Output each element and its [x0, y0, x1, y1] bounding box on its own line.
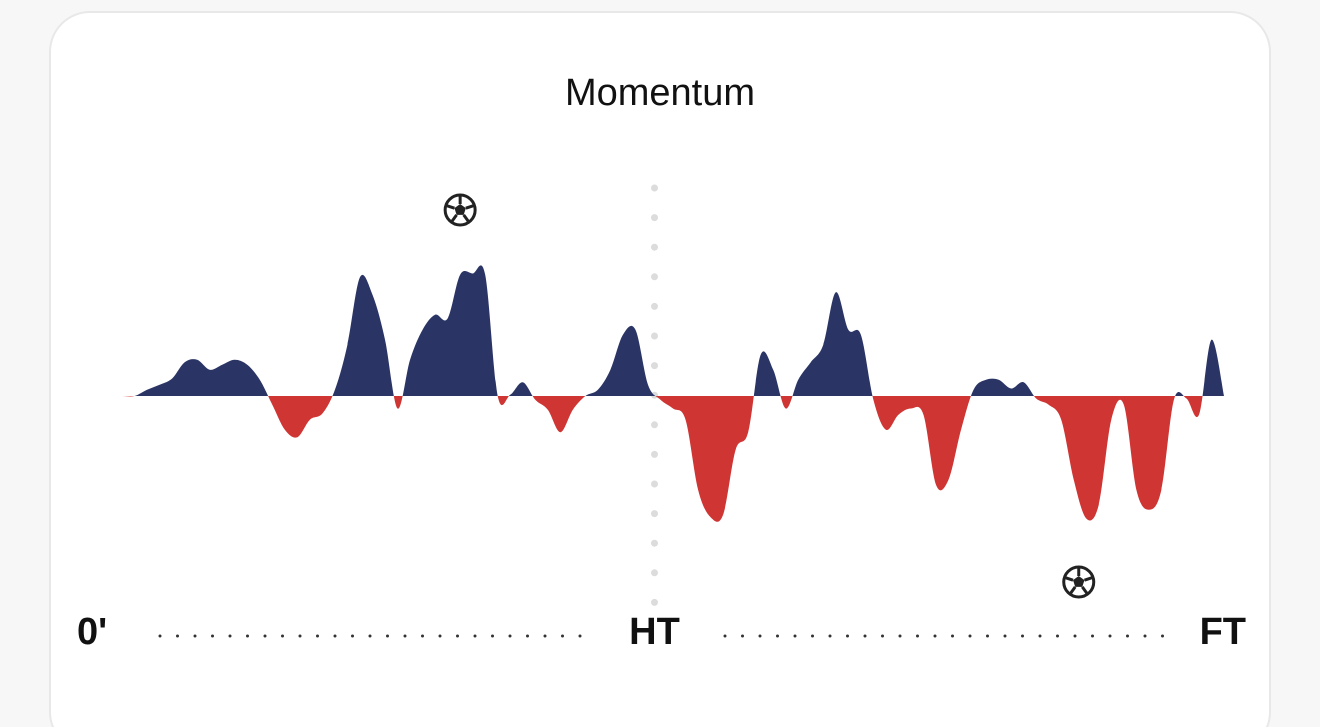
halftime-dot — [651, 243, 658, 251]
axis-dot — [281, 634, 284, 638]
axis-dot — [933, 634, 937, 638]
axis-dot — [351, 634, 354, 638]
axis-dot — [811, 634, 814, 638]
axis-dot — [1038, 634, 1042, 638]
halftime-dot — [651, 480, 658, 488]
halftime-dot — [651, 184, 658, 192]
x-tick-label: HT — [629, 611, 680, 653]
axis-dot — [1108, 634, 1112, 638]
axis-dot — [561, 634, 564, 638]
ball-seam — [1083, 576, 1093, 582]
axis-dot — [456, 634, 459, 638]
axis-dot — [776, 634, 779, 638]
halftime-dot — [651, 598, 658, 606]
ball-seam — [1081, 585, 1089, 595]
goal-icon — [443, 193, 477, 227]
chart-title: Momentum — [565, 72, 755, 114]
ball-seam — [1064, 576, 1074, 582]
axis-dot — [316, 634, 319, 638]
axis-dot — [916, 634, 919, 638]
axis-dot — [828, 634, 832, 638]
halftime-dot — [651, 273, 658, 281]
ball-seam — [446, 204, 455, 210]
axis-dot — [211, 634, 214, 638]
axis-dot — [543, 634, 547, 638]
axis-dot — [526, 634, 529, 638]
axis-dot — [741, 634, 744, 638]
axis-dot — [986, 634, 989, 638]
halftime-dot — [651, 569, 658, 577]
axis-dot — [368, 634, 372, 638]
axis-dot — [1073, 634, 1077, 638]
goal-icon — [1062, 565, 1096, 599]
axis-dot — [438, 634, 442, 638]
axis-dot — [1161, 634, 1164, 638]
axis-dot — [1126, 634, 1129, 638]
axis-dot — [951, 634, 954, 638]
halftime-dot — [651, 450, 658, 458]
axis-dot — [228, 634, 232, 638]
axis-dot — [1021, 634, 1024, 638]
axis-dot — [863, 634, 867, 638]
halftime-dot — [651, 362, 658, 370]
axis-dot — [298, 634, 302, 638]
axis-dot — [578, 634, 582, 638]
ball-seam — [462, 213, 470, 223]
axis-dot — [1056, 634, 1059, 638]
ball-patch — [1073, 576, 1085, 587]
axis-dot — [193, 634, 197, 638]
halftime-dot — [651, 214, 658, 222]
axis-dot — [473, 634, 477, 638]
axis-dot — [758, 634, 762, 638]
ball-seam — [465, 204, 474, 210]
axis-dot — [1091, 634, 1094, 638]
halftime-dot — [651, 510, 658, 518]
axis-dot — [158, 634, 162, 638]
axis-dot — [793, 634, 797, 638]
axis-dot — [1143, 634, 1147, 638]
axis-dot — [421, 634, 424, 638]
card — [49, 11, 1271, 727]
axis-dot — [403, 634, 407, 638]
momentum-positive — [97, 265, 1224, 396]
axis-dot — [246, 634, 249, 638]
x-tick-label: 0' — [77, 611, 107, 653]
ball-seam — [450, 213, 458, 223]
ball-seam — [1069, 585, 1077, 595]
axis-dot — [1003, 634, 1007, 638]
axis-dot — [386, 634, 389, 638]
ball-patch — [454, 204, 466, 215]
axis-dot — [176, 634, 179, 638]
halftime-dot — [651, 332, 658, 340]
axis-dot — [881, 634, 884, 638]
axis-dot — [898, 634, 902, 638]
halftime-dot — [651, 539, 658, 547]
axis-dot — [491, 634, 494, 638]
x-tick-label: FT — [1200, 611, 1246, 653]
axis-dot — [846, 634, 849, 638]
axis-dot — [968, 634, 972, 638]
halftime-dot — [651, 421, 658, 429]
momentum-negative — [97, 396, 1224, 522]
axis-dot — [723, 634, 727, 638]
axis-dot — [508, 634, 512, 638]
halftime-dot — [651, 391, 658, 399]
axis-dot — [333, 634, 337, 638]
halftime-dot — [651, 302, 658, 310]
axis-dot — [263, 634, 267, 638]
